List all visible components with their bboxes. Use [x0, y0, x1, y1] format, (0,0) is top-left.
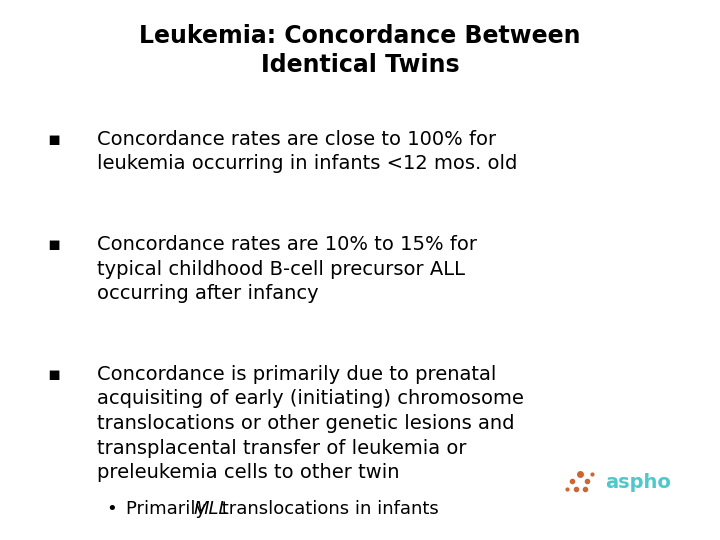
Text: ▪: ▪ [48, 364, 60, 383]
Text: ▪: ▪ [48, 130, 60, 148]
Text: MLL: MLL [194, 500, 229, 517]
Text: ▪: ▪ [48, 235, 60, 254]
Text: Leukemia: Concordance Between
Identical Twins: Leukemia: Concordance Between Identical … [139, 24, 581, 77]
Text: Primarily: Primarily [126, 500, 212, 517]
Text: aspho: aspho [605, 472, 670, 491]
Text: translocations in infants: translocations in infants [216, 500, 438, 517]
Text: Concordance is primarily due to prenatal
acquisiting of early (initiating) chrom: Concordance is primarily due to prenatal… [97, 364, 524, 482]
Text: Concordance rates are close to 100% for
leukemia occurring in infants <12 mos. o: Concordance rates are close to 100% for … [97, 130, 518, 173]
Text: •: • [107, 500, 117, 517]
Text: Concordance rates are 10% to 15% for
typical childhood B-cell precursor ALL
occu: Concordance rates are 10% to 15% for typ… [97, 235, 477, 303]
